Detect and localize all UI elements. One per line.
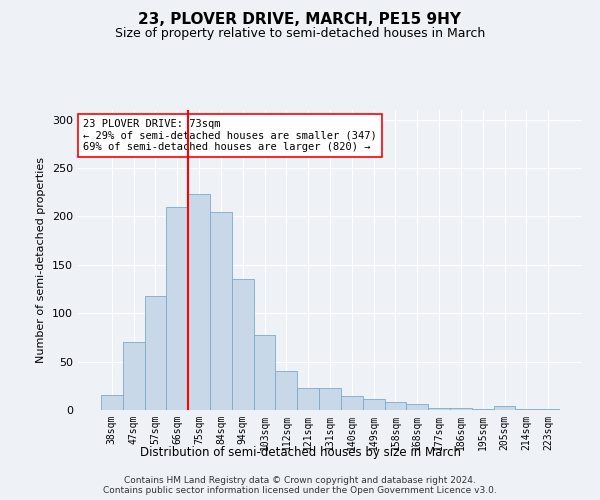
Text: 23 PLOVER DRIVE: 73sqm
← 29% of semi-detached houses are smaller (347)
69% of se: 23 PLOVER DRIVE: 73sqm ← 29% of semi-det… xyxy=(83,119,377,152)
Text: Distribution of semi-detached houses by size in March: Distribution of semi-detached houses by … xyxy=(139,446,461,459)
Bar xyxy=(101,396,123,410)
Bar xyxy=(472,409,494,410)
Bar xyxy=(254,334,275,410)
Bar xyxy=(232,280,254,410)
Bar xyxy=(363,400,385,410)
Y-axis label: Number of semi-detached properties: Number of semi-detached properties xyxy=(37,157,46,363)
Bar xyxy=(297,388,319,410)
Bar xyxy=(428,408,450,410)
Bar xyxy=(319,388,341,410)
Text: Contains public sector information licensed under the Open Government Licence v3: Contains public sector information licen… xyxy=(103,486,497,495)
Text: Contains HM Land Registry data © Crown copyright and database right 2024.: Contains HM Land Registry data © Crown c… xyxy=(124,476,476,485)
Bar xyxy=(341,396,363,410)
Text: Size of property relative to semi-detached houses in March: Size of property relative to semi-detach… xyxy=(115,28,485,40)
Bar xyxy=(515,409,537,410)
Bar xyxy=(123,342,145,410)
Bar xyxy=(210,212,232,410)
Bar xyxy=(385,402,406,410)
Text: 23, PLOVER DRIVE, MARCH, PE15 9HY: 23, PLOVER DRIVE, MARCH, PE15 9HY xyxy=(139,12,461,28)
Bar xyxy=(275,372,297,410)
Bar xyxy=(166,207,188,410)
Bar xyxy=(494,406,515,410)
Bar xyxy=(188,194,210,410)
Bar xyxy=(145,296,166,410)
Bar xyxy=(450,408,472,410)
Bar xyxy=(537,409,559,410)
Bar xyxy=(406,404,428,410)
